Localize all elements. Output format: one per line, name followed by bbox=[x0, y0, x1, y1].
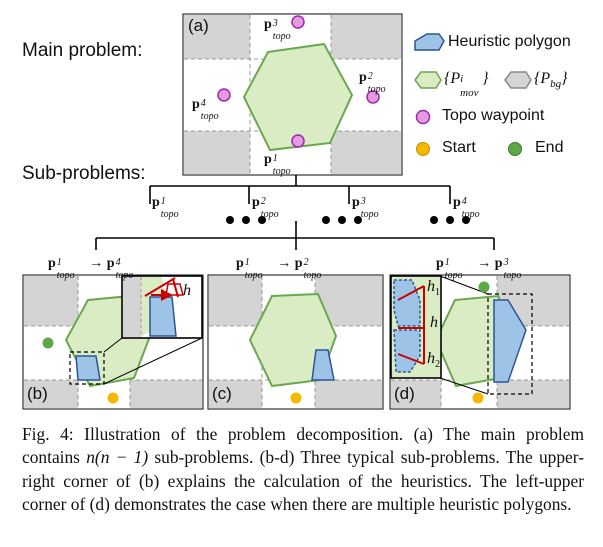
bg-block-bl bbox=[184, 131, 250, 174]
inset-d bbox=[390, 275, 442, 379]
legend-bg-label: {Pbg} bbox=[534, 70, 568, 91]
topo-waypoint-1 bbox=[291, 134, 305, 148]
panel-c bbox=[207, 274, 384, 410]
h2-label-d: h2 bbox=[427, 350, 440, 371]
waypoint-label-4: p 4 topo bbox=[192, 97, 219, 122]
pair-label-d: p 1 topo → p 3 topo bbox=[436, 256, 522, 281]
panel-tag-c: (c) bbox=[212, 384, 232, 403]
start-c bbox=[290, 392, 302, 404]
sub-problems-label: Sub-problems: bbox=[22, 163, 146, 184]
ellipsis-dots bbox=[226, 216, 470, 224]
topo-waypoint-4 bbox=[217, 88, 231, 102]
h1-label-d: h1 bbox=[427, 278, 440, 299]
heuristic-polygon-d bbox=[493, 299, 527, 383]
zoom-box-b bbox=[69, 351, 105, 385]
legend-mov-swatch bbox=[414, 71, 442, 89]
tree-waypoint-3: p 3 topo bbox=[352, 195, 379, 220]
start-b bbox=[107, 392, 119, 404]
legend-bg-swatch bbox=[504, 71, 532, 89]
panel-d bbox=[389, 274, 571, 410]
end-b bbox=[42, 337, 54, 349]
h-label-d: h bbox=[430, 314, 438, 331]
bg-block-br bbox=[331, 131, 401, 174]
tree-waypoint-1: p 1 topo bbox=[152, 195, 179, 220]
legend-topo-swatch bbox=[415, 109, 431, 125]
legend-heuristic-swatch bbox=[414, 33, 445, 51]
legend-topo-label: Topo waypoint bbox=[442, 107, 545, 124]
legend-start-label: Start bbox=[442, 139, 476, 156]
panel-tag-d: (d) bbox=[394, 384, 415, 403]
h-label-b: h bbox=[183, 282, 191, 299]
main-problem-label: Main problem: bbox=[22, 40, 143, 61]
zoom-box-d bbox=[487, 293, 533, 395]
heuristic-polygon-c bbox=[311, 349, 335, 381]
panel-tag-b: (b) bbox=[27, 384, 48, 403]
mov-polygon-a bbox=[242, 42, 354, 152]
bg-block-tl bbox=[184, 15, 250, 59]
panel-b bbox=[22, 274, 204, 410]
legend-heuristic-label: Heuristic polygon bbox=[448, 33, 571, 50]
bg-block-tr bbox=[331, 15, 401, 59]
figure-caption: Fig. 4: Illustration of the problem deco… bbox=[22, 424, 584, 515]
end-d bbox=[478, 281, 490, 293]
topo-waypoint-3 bbox=[291, 15, 305, 29]
waypoint-label-1: p 1 topo bbox=[264, 152, 291, 177]
waypoint-label-3: p 3 topo bbox=[264, 17, 291, 42]
legend-start-swatch bbox=[416, 142, 430, 156]
topo-waypoint-2 bbox=[366, 90, 380, 104]
heuristic-polygon-b bbox=[75, 355, 101, 381]
pair-label-c: p 1 topo → p 2 topo bbox=[236, 256, 322, 281]
waypoint-label-2: p 2 topo bbox=[359, 70, 386, 95]
legend-end-label: End bbox=[535, 139, 564, 156]
legend-mov-label: {P i mov} bbox=[444, 70, 489, 99]
legend-end-swatch bbox=[508, 142, 522, 156]
panel-a bbox=[182, 13, 403, 176]
start-d bbox=[472, 392, 484, 404]
inset-b bbox=[121, 275, 203, 339]
pair-label-b: p 1 topo → p 4 topo bbox=[48, 256, 134, 281]
tree-waypoint-4: p 4 topo bbox=[453, 195, 480, 220]
panel-tag-a: (a) bbox=[188, 16, 209, 35]
decomposition-tree bbox=[95, 175, 495, 250]
tree-waypoint-2: p 2 topo bbox=[252, 195, 279, 220]
legend bbox=[414, 33, 532, 156]
